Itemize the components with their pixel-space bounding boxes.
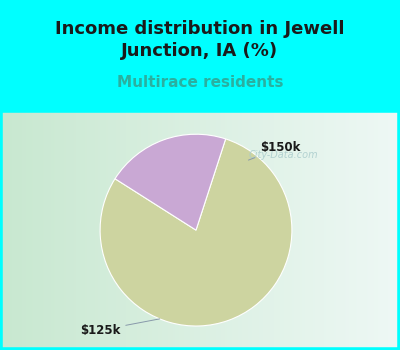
Text: $150k: $150k: [248, 141, 300, 160]
Text: Multirace residents: Multirace residents: [117, 75, 283, 90]
Text: $125k: $125k: [80, 319, 160, 337]
Wedge shape: [100, 139, 292, 326]
Text: City-Data.com: City-Data.com: [249, 150, 318, 160]
Wedge shape: [115, 134, 226, 230]
Text: Income distribution in Jewell
Junction, IA (%): Income distribution in Jewell Junction, …: [55, 20, 345, 60]
